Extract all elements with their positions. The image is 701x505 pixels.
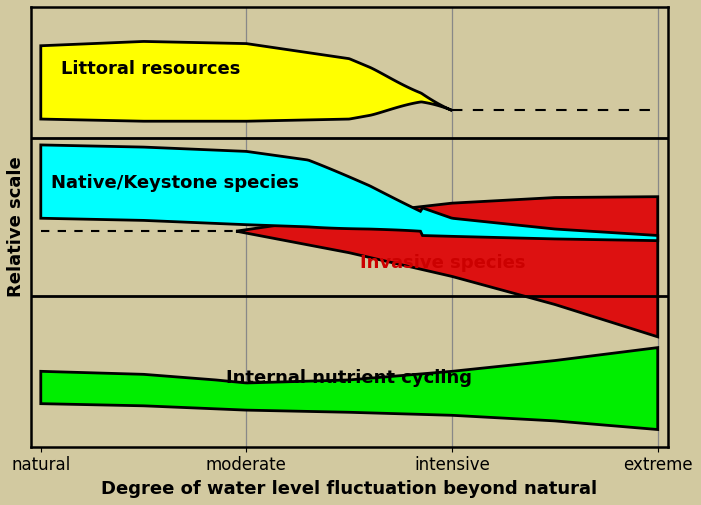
Polygon shape bbox=[41, 145, 658, 241]
Polygon shape bbox=[236, 196, 658, 337]
Y-axis label: Relative scale: Relative scale bbox=[7, 157, 25, 297]
Text: Native/Keystone species: Native/Keystone species bbox=[51, 174, 299, 192]
Polygon shape bbox=[41, 347, 658, 430]
X-axis label: Degree of water level fluctuation beyond natural: Degree of water level fluctuation beyond… bbox=[101, 480, 597, 498]
Text: Internal nutrient cycling: Internal nutrient cycling bbox=[226, 369, 472, 387]
Text: Invasive species: Invasive species bbox=[360, 254, 525, 272]
Text: Littoral resources: Littoral resources bbox=[62, 60, 240, 78]
Polygon shape bbox=[41, 41, 452, 121]
